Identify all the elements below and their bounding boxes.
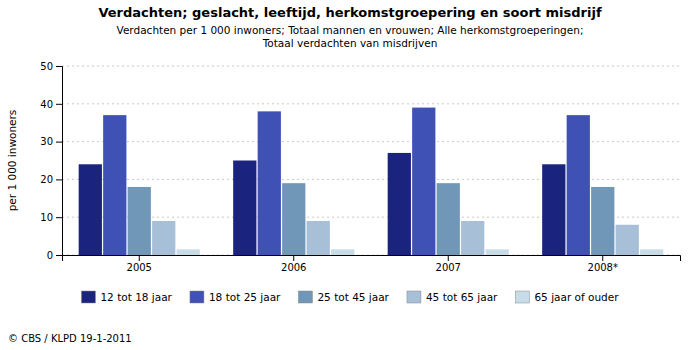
x-tick-mark [139,255,140,261]
legend-label: 12 tot 18 jaar [100,291,172,303]
x-tick-label: 2008* [588,262,618,273]
bar [486,249,509,255]
plot: 0 10 20 30 40 50 2005 2006 2007 2008* [40,61,680,273]
legend-swatch [298,291,312,303]
series [152,221,639,255]
bar [388,153,411,255]
bar [591,187,614,255]
y-tick-mark [56,142,62,143]
y-tick-mark [56,255,62,256]
y-tick: 30 [40,136,62,147]
subtitle: Verdachten per 1 000 inwoners; Totaal ma… [117,24,584,36]
legend-swatch [190,291,204,303]
y-tick-label: 40 [40,99,53,110]
y-tick-label: 20 [40,174,53,185]
legend: 12 tot 18 jaar 18 tot 25 jaar 25 tot 45 ja… [81,291,619,303]
bar [567,115,590,255]
grid [62,66,680,255]
x-tick: 2005 [127,255,152,273]
grid-line [62,103,680,104]
x-axis-line [63,256,681,262]
y-tick-label: 0 [47,250,53,261]
x-tick-label: 2005 [127,262,152,273]
x-tick-label: 2006 [281,262,306,273]
x-axis: 2005 2006 2007 2008* [63,255,681,273]
grid-line [62,66,680,67]
x-tick-mark [448,255,449,261]
bars [79,108,664,255]
series [79,153,566,255]
x-tick: 2007 [436,255,461,273]
legend-item: 18 tot 25 jaar [190,291,281,303]
bar [542,164,565,255]
legend-swatch [81,291,95,303]
series [128,183,615,255]
y-tick-mark [56,104,62,105]
series [103,108,590,255]
bar [307,221,330,255]
y-tick-mark [56,217,62,218]
x-tick-mark [293,255,294,261]
bar [177,249,200,255]
y-axis: 0 10 20 30 40 50 [40,61,62,261]
bar [233,161,256,256]
y-tick: 10 [40,212,62,223]
bar [461,221,484,255]
bar [640,249,663,255]
legend-item: 45 tot 65 jaar [407,291,498,303]
x-tick: 2006 [281,255,306,273]
legend-item: 65 jaar of ouder [515,291,619,303]
bar [258,111,281,255]
bar [282,183,305,255]
y-tick-label: 30 [40,136,53,147]
bar [412,108,435,255]
bar [152,221,175,255]
y-tick-mark [56,179,62,180]
legend-item: 12 tot 18 jaar [81,291,172,303]
legend-item: 25 tot 45 jaar [298,291,389,303]
y-tick-label: 50 [40,61,53,72]
bar [616,225,639,255]
title: Verdachten; geslacht, leeftijd, herkomst… [98,5,601,20]
y-axis-line [56,67,63,256]
chart: Verdachten; geslacht, leeftijd, herkomst… [0,0,700,350]
legend-label: 45 tot 65 jaar [426,291,498,303]
annotation: © CBS / KLPD 19-1-2011 [8,333,132,344]
legend-swatch [407,291,421,303]
x-tick-label: 2007 [436,262,461,273]
series [177,249,664,255]
y-axis-title: per 1 000 inwoners [6,110,18,212]
bar [103,115,126,255]
legend-label: 65 jaar of ouder [534,291,619,303]
y-tick: 20 [40,174,62,185]
legend-swatch [515,291,529,303]
bar [128,187,151,255]
x-tick: 2008* [588,255,618,273]
bar [437,183,460,255]
x-tick-mark [602,255,603,261]
y-tick-mark [56,66,62,67]
subtitle: Totaal verdachten van misdrijven [262,37,438,49]
y-tick: 0 [47,250,62,261]
bar [79,164,102,255]
legend-label: 25 tot 45 jaar [317,291,389,303]
y-tick: 50 [40,61,62,72]
legend-label: 18 tot 25 jaar [209,291,281,303]
bar [331,249,354,255]
y-tick: 40 [40,99,62,110]
y-tick-label: 10 [40,212,53,223]
